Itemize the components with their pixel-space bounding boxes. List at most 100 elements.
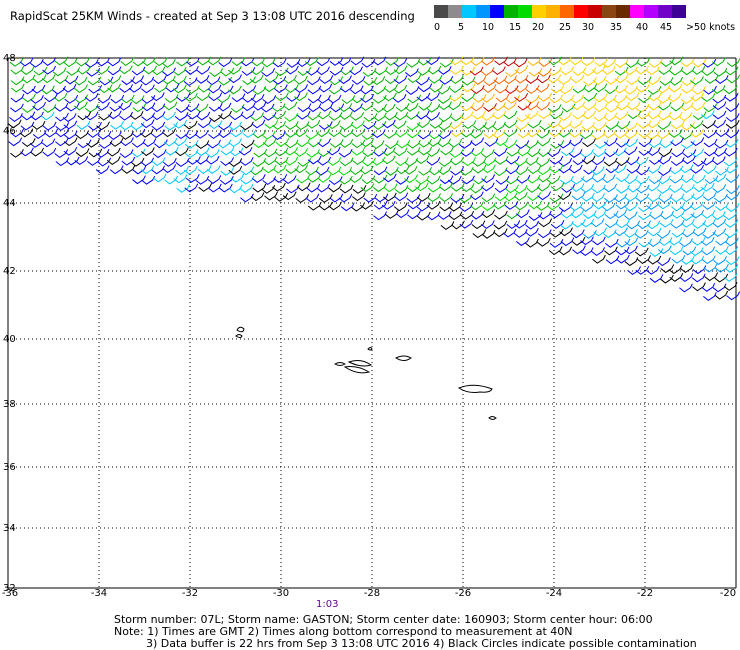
wind-barb (208, 113, 223, 123)
wind-barb (713, 148, 728, 157)
wind-barb (647, 76, 661, 86)
wind-barb (593, 112, 608, 122)
wind-barb (328, 201, 342, 211)
scale-swatch (616, 5, 630, 18)
wind-barb (228, 65, 242, 75)
wind-barb (41, 74, 56, 84)
scale-label: 20 (532, 22, 545, 33)
wind-barb (231, 93, 246, 103)
wind-barb (220, 67, 235, 77)
wind-barb (296, 174, 310, 184)
wind-barb (648, 175, 663, 185)
wind-barb (426, 112, 440, 121)
wind-barb (537, 173, 552, 183)
wind-barb (559, 227, 573, 237)
wind-barb (107, 110, 122, 120)
wind-barb (98, 111, 113, 121)
wind-barb (30, 95, 44, 104)
wind-barb (10, 83, 25, 93)
wind-barb (624, 245, 638, 255)
wind-barb (569, 128, 583, 138)
wind-barb (703, 138, 718, 148)
wind-barb (725, 103, 740, 113)
wind-barb (725, 174, 740, 183)
wind-barb (671, 148, 686, 158)
wind-barb (218, 110, 232, 120)
wind-barb (54, 102, 69, 112)
wind-barb (318, 83, 333, 93)
wind-barb (657, 175, 671, 185)
wind-barb (701, 67, 716, 76)
wind-barb (514, 201, 529, 211)
wind-barb (539, 121, 554, 131)
wind-barb (41, 138, 56, 148)
wind-barb (384, 140, 399, 150)
wind-barb (261, 58, 276, 68)
wind-barb (656, 84, 671, 94)
wind-barb (605, 255, 620, 265)
wind-barb (646, 66, 660, 76)
wind-barb (195, 175, 210, 185)
wind-barb (592, 173, 606, 183)
wind-barb (679, 273, 694, 283)
wind-barb (338, 193, 353, 203)
wind-barb (538, 110, 552, 120)
wind-barb (492, 66, 506, 76)
wind-barb (724, 66, 739, 76)
wind-barb (131, 66, 146, 76)
wind-barb (131, 128, 146, 138)
wind-barb (700, 110, 715, 120)
wind-barb (10, 65, 25, 75)
wind-barb (363, 76, 378, 86)
wind-barb (723, 85, 738, 95)
wind-barb (340, 66, 354, 76)
wind-barb (538, 92, 552, 102)
wind-barb (132, 165, 147, 175)
wind-barb (505, 165, 520, 175)
wind-barb (715, 202, 729, 211)
wind-barb (482, 121, 497, 130)
wind-barb (549, 193, 564, 203)
wind-barb (671, 202, 685, 212)
wind-barb (406, 129, 421, 139)
wind-barb (495, 93, 510, 103)
wind-barb (64, 94, 79, 104)
wind-barb (701, 255, 716, 265)
wind-barb (132, 103, 147, 113)
wind-barb (702, 218, 716, 228)
wind-barb (470, 184, 484, 194)
wind-barb (153, 57, 168, 67)
wind-barb (339, 83, 354, 93)
wind-barb (150, 129, 165, 139)
wind-barb (95, 148, 110, 158)
wind-barb (579, 130, 594, 140)
wind-barb (30, 147, 44, 157)
wind-barb (252, 158, 267, 167)
wind-barb (636, 110, 651, 120)
wind-barb (87, 76, 102, 86)
wind-barb (385, 66, 400, 76)
wind-barb (33, 66, 48, 76)
wind-barb (317, 138, 332, 148)
wind-barb (151, 157, 166, 167)
wind-barb (549, 155, 564, 165)
wind-barb (616, 120, 631, 130)
wind-barb (307, 173, 321, 183)
wind-barb (406, 146, 421, 156)
wind-barb (514, 93, 529, 102)
wind-barb (614, 74, 629, 84)
wind-barb (264, 119, 279, 129)
wind-barb (381, 103, 396, 113)
wind-barb (649, 210, 664, 220)
wind-barb (249, 74, 264, 84)
wind-barb (183, 77, 198, 87)
wind-barb (284, 112, 299, 122)
wind-barb (581, 122, 595, 131)
wind-barb (241, 67, 256, 76)
wind-barb (240, 175, 255, 185)
wind-barb (572, 156, 587, 166)
wind-barb (704, 175, 719, 185)
wind-barb (363, 193, 378, 203)
wind-barb (162, 67, 176, 77)
wind-barb (392, 120, 407, 130)
